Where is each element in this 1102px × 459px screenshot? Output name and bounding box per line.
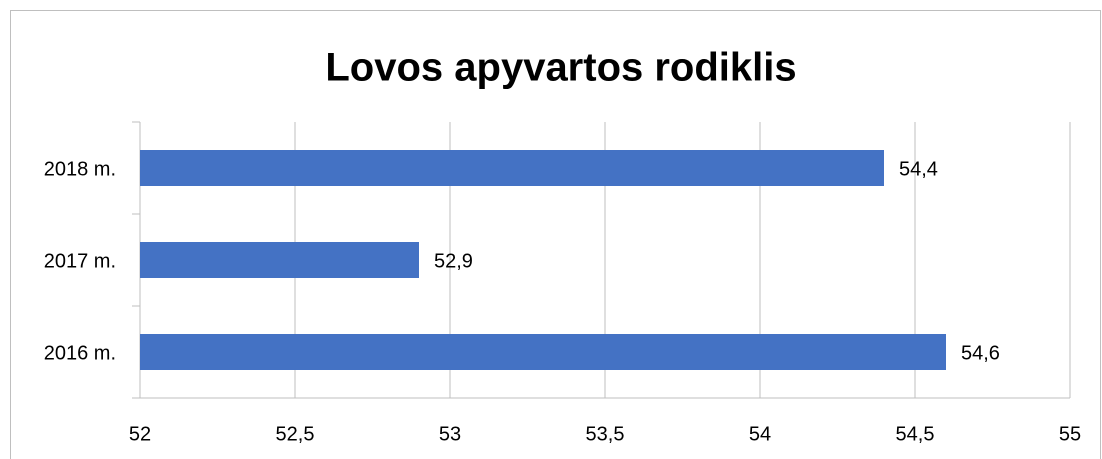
bar xyxy=(140,242,419,278)
x-tick-label: 52 xyxy=(129,423,151,445)
x-tick-label: 55 xyxy=(1059,423,1081,445)
chart-frame xyxy=(10,10,1101,459)
data-label: 54,4 xyxy=(899,158,938,180)
y-tick-label: 2017 m. xyxy=(44,250,116,272)
bar xyxy=(140,150,884,186)
chart-title: Lovos apyvartos rodiklis xyxy=(325,46,796,90)
data-label: 54,6 xyxy=(961,342,1000,364)
bar xyxy=(140,334,946,370)
x-tick-label: 54,5 xyxy=(896,423,935,445)
x-tick-label: 52,5 xyxy=(276,423,315,445)
y-tick-label: 2016 m. xyxy=(44,342,116,364)
x-tick-label: 54 xyxy=(749,423,771,445)
x-tick-label: 53,5 xyxy=(586,423,625,445)
data-label: 52,9 xyxy=(434,250,473,272)
y-tick-label: 2018 m. xyxy=(44,158,116,180)
x-tick-label: 53 xyxy=(439,423,461,445)
